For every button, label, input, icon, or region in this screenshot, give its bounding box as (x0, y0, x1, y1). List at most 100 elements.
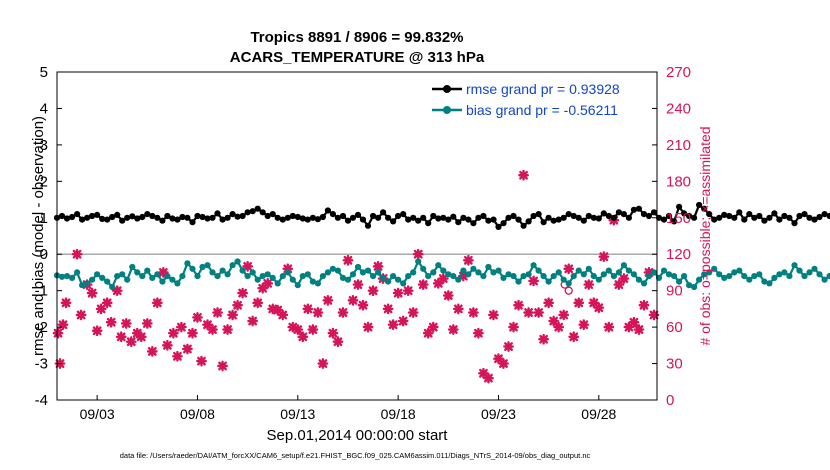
chart-title: Tropics 8891 / 8906 = 99.832% (250, 29, 463, 46)
bias-point (84, 280, 91, 287)
rmse-point (219, 216, 226, 223)
rmse-point (575, 214, 582, 221)
bias-point (334, 267, 341, 274)
bias-point (595, 276, 602, 283)
rmse-point (99, 215, 106, 222)
rmse-point (224, 214, 231, 221)
right-tick-label: 240 (666, 100, 691, 117)
rmse-point (480, 212, 487, 220)
obs-assimilated-point (357, 299, 369, 311)
bias-point (364, 267, 372, 274)
rmse-point (671, 218, 678, 225)
obs-assimilated-point (111, 285, 123, 297)
obs-assimilated-point (573, 297, 585, 309)
obs-assimilated-point (483, 372, 494, 384)
bias-point (495, 267, 502, 274)
rmse-point (650, 209, 658, 216)
bias-point (520, 273, 527, 280)
bias-point (179, 273, 186, 280)
rmse-point (645, 212, 653, 220)
obs-assimilated-point (217, 360, 228, 372)
rmse-point (570, 212, 577, 220)
rmse-point (681, 210, 688, 217)
bias-point (63, 273, 71, 280)
rmse-point (776, 216, 783, 223)
obs-assimilated-point (232, 299, 244, 311)
obs-assimilated-point (478, 367, 489, 379)
rmse-point (274, 214, 281, 221)
rmse-point (600, 210, 607, 217)
obs-assimilated-point (462, 254, 474, 266)
left-tick-label: 5 (40, 64, 48, 81)
rmse-point (550, 217, 557, 224)
rmse-point (505, 214, 512, 221)
obs-assimilated-point (578, 319, 590, 331)
rmse-point (510, 212, 517, 220)
x-tick-label: 09/23 (481, 406, 516, 422)
rmse-point (610, 214, 618, 221)
rmse-point (665, 212, 673, 220)
obs-assimilated-point (322, 294, 334, 306)
rmse-point (525, 218, 532, 225)
bias-point (400, 280, 407, 287)
rmse-point (430, 212, 437, 220)
rmse-point (420, 214, 427, 221)
bias-point (58, 273, 66, 280)
rmse-point (696, 201, 703, 209)
rmse-point (63, 215, 71, 222)
left-tick-label: 0 (40, 246, 48, 263)
right-tick-label: 90 (666, 283, 683, 300)
bias-point (711, 265, 718, 272)
obs-assimilated-point (493, 353, 504, 365)
obs-assimilated-point (282, 263, 294, 275)
bias-point (545, 278, 552, 285)
bias-point (736, 267, 743, 274)
rmse-point (465, 216, 472, 223)
bias-point (79, 282, 86, 289)
bias-point (199, 263, 206, 271)
bias-point (751, 273, 758, 280)
rmse-point (319, 213, 326, 221)
rmse-point (395, 212, 402, 220)
bias-point (304, 271, 311, 278)
bias-point (706, 269, 713, 276)
x-tick-label: 09/13 (280, 406, 315, 422)
obs-assimilated-point (648, 309, 660, 321)
bias-point (244, 273, 251, 280)
rmse-point (304, 216, 311, 223)
bias-point (129, 263, 136, 271)
legend: rmse grand pr = 0.93928 bias grand pr = … (432, 81, 620, 118)
rmse-point (124, 214, 131, 221)
bias-point (189, 265, 196, 272)
data-file-footer: data file: /Users/raeder/DAI/ATM_forcXX/… (120, 451, 591, 460)
obs-assimilated-point (192, 311, 203, 323)
rmse-point (500, 220, 507, 227)
right-tick-label: 0 (666, 392, 674, 409)
rmse-point (721, 211, 728, 218)
rmse-point (535, 211, 542, 218)
rmse-point (184, 214, 191, 221)
obs-assimilated-point (337, 307, 349, 318)
bias-point (821, 276, 828, 283)
obs-assimilated-point (307, 324, 319, 335)
obs-assimilated-point (638, 299, 650, 311)
bias-point (69, 274, 76, 281)
obs-assimilated-point (327, 327, 339, 339)
rmse-point (625, 214, 633, 221)
rmse-point (234, 213, 241, 220)
obs-assimilated-point (402, 285, 414, 297)
bias-point (811, 265, 818, 272)
rmse-point (375, 214, 382, 221)
left-tick-label: 2 (40, 173, 48, 190)
obs-assimilated-point (342, 254, 354, 266)
obs-assimilated-point (528, 275, 539, 287)
obs-assimilated-point (643, 267, 655, 278)
chart-subtitle: ACARS_TEMPERATURE @ 313 hPa (230, 49, 485, 66)
rmse-point (159, 217, 166, 224)
rmse-point (450, 213, 457, 220)
bias-point (525, 271, 532, 278)
obs-assimilated-point (553, 321, 565, 333)
bias-point (781, 269, 788, 276)
rmse-point (821, 211, 828, 218)
obs-assimilated-point (508, 321, 519, 333)
